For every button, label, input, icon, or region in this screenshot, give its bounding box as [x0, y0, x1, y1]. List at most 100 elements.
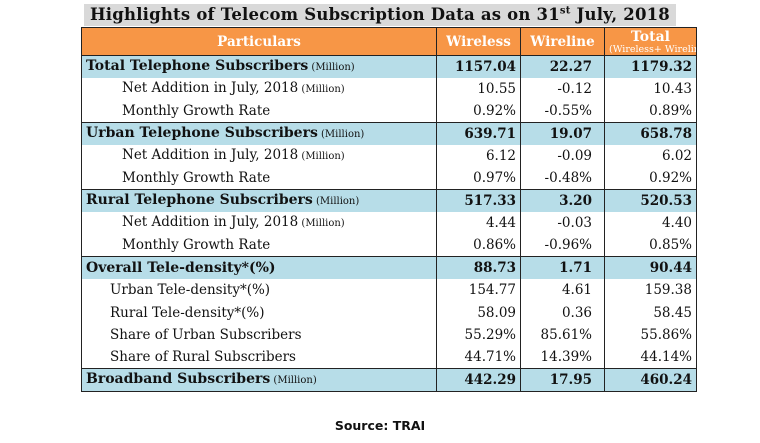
row-label: Overall Tele-density*(%) [81, 256, 437, 280]
row-unit: (Million) [312, 196, 360, 208]
cell-total: 0.92% [604, 167, 697, 190]
cell-total: 10.43 [604, 78, 697, 101]
row-label-text: Urban Tele-density*(%) [110, 282, 271, 299]
row-label: Monthly Growth Rate [81, 167, 437, 190]
cell-total: 460.24 [604, 367, 697, 392]
row-label-text: Monthly Growth Rate [122, 237, 271, 254]
table-row: Net Addition in July, 2018 (Million) 6.1… [81, 145, 697, 168]
cell-total: 55.86% [604, 323, 697, 346]
header-wireline: Wireline [520, 27, 605, 56]
cell-wireline: 1.71 [520, 256, 605, 280]
page-title: Highlights of Telecom Subscription Data … [84, 4, 676, 26]
row-unit: (Million) [298, 218, 345, 230]
cell-wireline: -0.03 [520, 212, 605, 235]
table-row: Net Addition in July, 2018 (Million) 10.… [81, 78, 697, 101]
row-label-text: Urban Telephone Subscribers [86, 125, 318, 142]
row-label-text: Share of Urban Subscribers [110, 326, 302, 343]
cell-total: 658.78 [604, 122, 697, 146]
row-unit: (Million) [308, 62, 355, 73]
row-label-text: Net Addition in July, 2018 [122, 147, 299, 164]
row-label: Urban Tele-density*(%) [81, 279, 437, 302]
table-row: Urban Telephone Subscribers (Million) 63… [81, 122, 697, 146]
title-suffix: July, 2018 [570, 5, 670, 24]
cell-wireless: 10.55 [436, 78, 521, 101]
header-wireless: Wireless [436, 27, 521, 56]
cell-wireless: 0.92% [436, 100, 521, 123]
header-total-label: Total [630, 29, 670, 45]
header-particulars: Particulars [81, 27, 437, 56]
table-row: Share of Rural Subscribers 44.71% 14.39%… [81, 345, 697, 369]
cell-wireless: 442.29 [436, 367, 521, 392]
row-label-text: Total Telephone Subscribers [86, 58, 309, 74]
table-row: Net Addition in July, 2018 (Million) 4.4… [81, 212, 697, 235]
source-caption: Source: TRAI [334, 418, 426, 433]
cell-wireline: 14.39% [520, 345, 605, 369]
cell-wireline: 0.36 [520, 301, 605, 324]
cell-wireline: 85.61% [520, 323, 605, 346]
table-row: Total Telephone Subscribers (Million) 11… [81, 55, 697, 78]
subscription-table: Particulars Wireless Wireline Total (Wir… [81, 27, 697, 392]
table-row: Overall Tele-density*(%) 88.73 1.71 90.4… [81, 256, 697, 280]
title-superscript: st [559, 5, 571, 17]
table-row: Rural Telephone Subscribers (Million) 51… [81, 189, 697, 213]
table-header-row: Particulars Wireless Wireline Total (Wir… [81, 27, 697, 56]
cell-total: 58.45 [604, 301, 697, 324]
row-label: Urban Telephone Subscribers (Million) [81, 122, 437, 146]
header-total: Total (Wireless+ Wireline) [604, 27, 697, 56]
row-label: Rural Telephone Subscribers (Million) [81, 189, 437, 213]
cell-wireline: -0.12 [520, 78, 605, 101]
table-row: Monthly Growth Rate 0.86% -0.96% 0.85% [81, 234, 697, 257]
cell-wireless: 55.29% [436, 323, 521, 346]
cell-wireline: 4.61 [520, 279, 605, 302]
cell-total: 6.02 [604, 145, 697, 168]
cell-wireless: 517.33 [436, 189, 521, 213]
table-row: Monthly Growth Rate 0.92% -0.55% 0.89% [81, 100, 697, 123]
table-row: Broadband Subscribers (Million) 442.29 1… [81, 367, 697, 392]
cell-total: 520.53 [604, 189, 697, 213]
row-label: Net Addition in July, 2018 (Million) [81, 212, 437, 235]
cell-wireless: 6.12 [436, 145, 521, 168]
row-label-text: Broadband Subscribers [86, 370, 271, 387]
cell-total: 159.38 [604, 279, 697, 302]
row-label-text: Overall Tele-density*(%) [86, 260, 276, 277]
cell-wireline: -0.55% [520, 100, 605, 123]
cell-wireline: 3.20 [520, 189, 605, 213]
row-label-text: Share of Rural Subscribers [110, 348, 296, 365]
cell-total: 90.44 [604, 256, 697, 280]
row-label: Broadband Subscribers (Million) [81, 367, 437, 392]
row-label-text: Net Addition in July, 2018 [122, 214, 299, 231]
row-label-text: Net Addition in July, 2018 [122, 80, 299, 97]
cell-wireless: 0.97% [436, 167, 521, 190]
cell-wireless: 1157.04 [436, 55, 521, 78]
row-label: Net Addition in July, 2018 (Million) [81, 78, 437, 101]
row-unit: (Million) [270, 374, 317, 386]
cell-wireless: 0.86% [436, 234, 521, 257]
cell-wireless: 58.09 [436, 301, 521, 324]
cell-wireline: 22.27 [520, 55, 605, 78]
row-unit: (Million) [298, 84, 345, 96]
row-label-text: Rural Telephone Subscribers [86, 192, 313, 209]
header-total-sublabel: (Wireless+ Wireline) [609, 44, 696, 55]
cell-wireline: 19.07 [520, 122, 605, 146]
row-label-text: Monthly Growth Rate [122, 103, 271, 120]
table-row: Rural Tele-density*(%) 58.09 0.36 58.45 [81, 301, 697, 324]
row-label: Total Telephone Subscribers (Million) [81, 55, 437, 78]
row-label: Monthly Growth Rate [81, 100, 437, 123]
row-unit: (Million) [317, 129, 365, 141]
row-label: Share of Urban Subscribers [81, 323, 437, 346]
cell-total: 1179.32 [604, 55, 697, 78]
cell-wireless: 639.71 [436, 122, 521, 146]
table-row: Urban Tele-density*(%) 154.77 4.61 159.3… [81, 279, 697, 302]
cell-wireless: 4.44 [436, 212, 521, 235]
cell-total: 44.14% [604, 345, 697, 369]
title-wrapper: Highlights of Telecom Subscription Data … [0, 4, 760, 26]
row-label-text: Monthly Growth Rate [122, 170, 271, 187]
cell-wireline: -0.48% [520, 167, 605, 190]
cell-total: 0.89% [604, 100, 697, 123]
cell-wireline: -0.09 [520, 145, 605, 168]
title-prefix: Highlights of Telecom Subscription Data … [90, 5, 560, 24]
row-label: Rural Tele-density*(%) [81, 301, 437, 324]
cell-total: 4.40 [604, 212, 697, 235]
row-label: Net Addition in July, 2018 (Million) [81, 145, 437, 168]
row-label: Monthly Growth Rate [81, 234, 437, 257]
